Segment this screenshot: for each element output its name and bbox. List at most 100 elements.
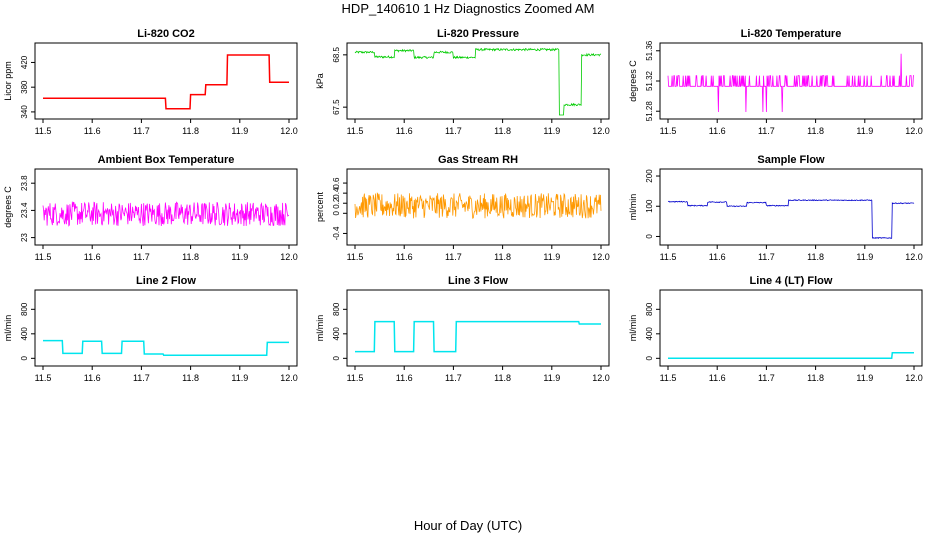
y-tick-label: 800 xyxy=(20,302,29,316)
x-tick-label: 11.7 xyxy=(445,373,462,383)
x-tick-label: 11.7 xyxy=(758,126,775,136)
x-tick-label: 11.6 xyxy=(84,252,101,262)
plot-frame xyxy=(346,289,610,367)
x-tick-label: 11.7 xyxy=(133,373,150,383)
y-tick-label: 23 xyxy=(20,233,29,242)
x-tick-label: 11.5 xyxy=(35,252,52,262)
x-tick-label: 12.0 xyxy=(280,252,298,262)
x-tick-label: 11.5 xyxy=(660,252,677,262)
x-tick-label: 11.5 xyxy=(347,126,364,136)
series-line xyxy=(43,54,289,110)
x-tick-label: 11.8 xyxy=(807,252,824,262)
series-line xyxy=(667,53,914,113)
plot-frame xyxy=(34,42,298,120)
x-tick-label: 11.9 xyxy=(231,126,248,136)
x-tick-label: 11.8 xyxy=(182,252,199,262)
y-axis-label: percent xyxy=(315,191,325,222)
y-tick-label: 0 xyxy=(332,356,341,361)
x-tick-label: 12.0 xyxy=(905,252,923,262)
x-tick-label: 11.9 xyxy=(231,373,248,383)
y-tick-label: 340 xyxy=(20,105,29,119)
plot-frame xyxy=(34,168,298,246)
common-x-axis-label: Hour of Day (UTC) xyxy=(413,518,523,533)
y-axis-label: ml/min xyxy=(3,315,13,342)
x-tick-label: 11.8 xyxy=(494,252,511,262)
y-axis-label: ml/min xyxy=(628,315,638,342)
panel-5: Gas Stream RH percent 11.5 11.6 11.7 11.8 11.9… xyxy=(315,154,610,262)
x-tick-label: 11.5 xyxy=(347,252,364,262)
panel-4: Ambient Box Temperature degrees C 11.5 11.6… xyxy=(3,154,298,262)
x-tick-label: 11.5 xyxy=(35,126,52,136)
series-line xyxy=(667,199,915,240)
x-tick-label: 11.8 xyxy=(494,126,511,136)
x-tick-label: 11.9 xyxy=(856,126,873,136)
x-tick-label: 12.0 xyxy=(592,126,610,136)
x-tick-label: 11.6 xyxy=(396,373,413,383)
x-tick-label: 11.7 xyxy=(445,126,462,136)
x-tick-label: 11.6 xyxy=(709,126,726,136)
panel-6: Sample Flow ml/min 11.5 11.6 11.7 11.8 11.9 12.… xyxy=(628,154,923,262)
x-tick-label: 11.6 xyxy=(709,373,726,383)
y-tick-label: 23.4 xyxy=(20,202,29,218)
y-axis-label: degrees C xyxy=(3,186,13,228)
y-tick-label: 100 xyxy=(645,199,654,213)
y-tick-label: 0 xyxy=(332,211,341,216)
panel-title: Li-820 Pressure xyxy=(437,28,519,40)
y-tick-label: 0 xyxy=(645,356,654,361)
y-tick-label: -0.4 xyxy=(332,226,341,240)
x-tick-label: 11.5 xyxy=(660,126,677,136)
x-tick-label: 11.7 xyxy=(133,252,150,262)
x-tick-label: 11.9 xyxy=(543,126,560,136)
y-tick-label: 51.36 xyxy=(645,40,654,61)
x-tick-label: 11.5 xyxy=(660,373,677,383)
x-tick-label: 11.9 xyxy=(231,252,248,262)
series-line xyxy=(42,201,290,227)
figure-title: HDP_140610 1 Hz Diagnostics Zoomed AM xyxy=(341,1,595,16)
y-tick-label: 0.4 xyxy=(332,187,341,199)
y-tick-label: 800 xyxy=(332,302,341,316)
y-tick-label: 51.28 xyxy=(645,101,654,122)
x-tick-label: 11.8 xyxy=(494,373,511,383)
y-tick-label: 200 xyxy=(645,169,654,183)
plot-frame xyxy=(346,42,610,120)
x-tick-label: 12.0 xyxy=(905,126,923,136)
x-tick-label: 11.8 xyxy=(182,373,199,383)
panel-8: Line 3 Flow ml/min 11.5 11.6 11.7 11.8 11.9 12.… xyxy=(315,275,610,383)
panel-title: Sample Flow xyxy=(757,154,825,166)
x-tick-label: 11.9 xyxy=(856,373,873,383)
x-tick-label: 11.6 xyxy=(84,373,101,383)
plot-frame xyxy=(659,42,923,120)
x-tick-label: 12.0 xyxy=(905,373,923,383)
x-tick-label: 11.6 xyxy=(396,126,413,136)
x-tick-label: 12.0 xyxy=(592,252,610,262)
panel-title: Ambient Box Temperature xyxy=(98,154,235,166)
y-axis-label: ml/min xyxy=(315,315,325,342)
x-tick-label: 11.6 xyxy=(84,126,101,136)
x-tick-label: 11.7 xyxy=(758,373,775,383)
y-axis-label: kPa xyxy=(315,73,325,89)
y-tick-label: 0.6 xyxy=(332,177,341,189)
panel-title: Li-820 CO2 xyxy=(137,28,194,40)
panel-title: Line 2 Flow xyxy=(136,275,196,287)
x-tick-label: 11.5 xyxy=(347,373,364,383)
panel-title: Line 3 Flow xyxy=(448,275,508,287)
series-line xyxy=(355,320,601,353)
x-tick-label: 11.9 xyxy=(543,252,560,262)
y-tick-label: 51.32 xyxy=(645,70,654,91)
x-tick-label: 11.6 xyxy=(709,252,726,262)
y-tick-label: 0 xyxy=(20,356,29,361)
y-tick-label: 400 xyxy=(20,327,29,341)
y-tick-label: 0 xyxy=(645,234,654,239)
series-line xyxy=(43,339,289,357)
y-tick-label: 380 xyxy=(20,80,29,94)
y-tick-label: 23.8 xyxy=(20,175,29,191)
x-tick-label: 12.0 xyxy=(592,373,610,383)
y-tick-label: 400 xyxy=(332,327,341,341)
panel-3: Li-820 Temperature degrees C 11.5 11.6 11.7 1… xyxy=(628,28,923,136)
panel-title: Gas Stream RH xyxy=(438,154,518,166)
x-tick-label: 12.0 xyxy=(280,126,298,136)
y-tick-label: 400 xyxy=(645,327,654,341)
y-axis-label: degrees C xyxy=(628,60,638,102)
plot-frame xyxy=(34,289,298,367)
y-tick-label: 68.5 xyxy=(332,47,341,63)
